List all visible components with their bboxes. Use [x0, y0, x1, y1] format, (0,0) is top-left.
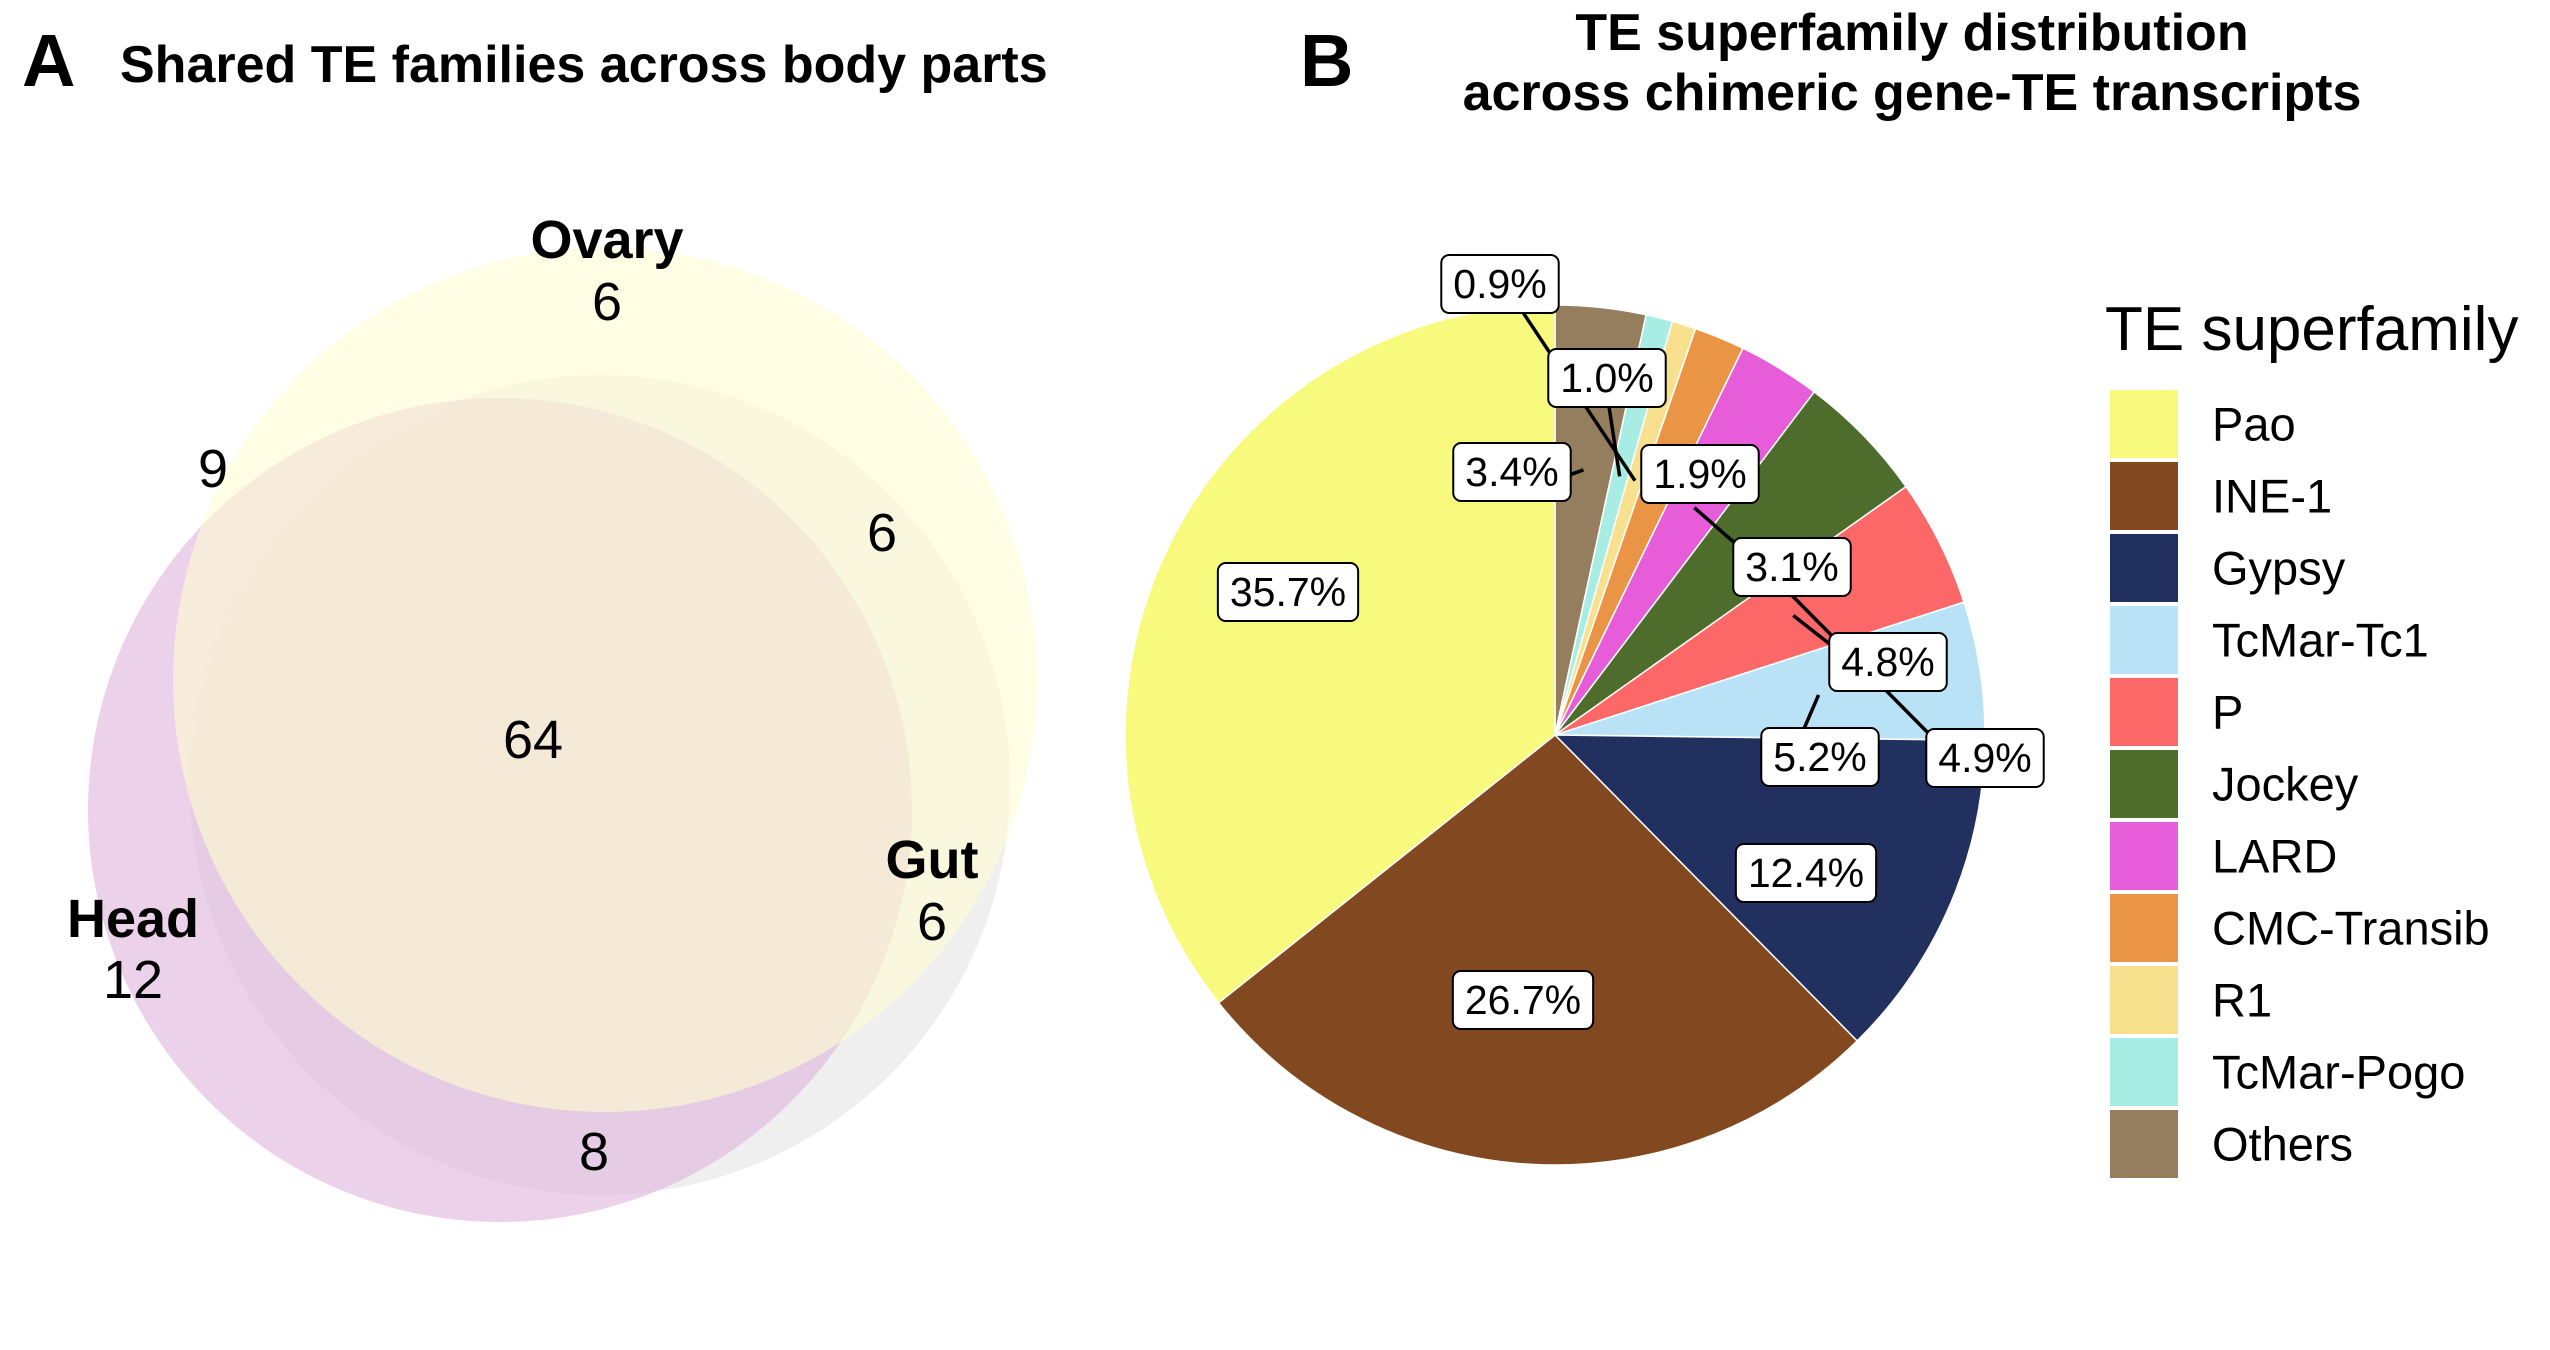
- legend-item-gypsy: Gypsy: [2110, 534, 2346, 602]
- legend-swatch-r1: [2110, 966, 2178, 1034]
- panel-b-letter: B: [1300, 19, 1353, 102]
- pie-label-box-cmc-transib: [1640, 444, 1760, 504]
- venn-label-ovary: Ovary: [530, 210, 683, 270]
- venn-count-gut-only: 6: [917, 892, 947, 952]
- legend-swatch-tcmar-pogo: [2110, 1038, 2178, 1106]
- panel-b: B TE superfamily distribution across chi…: [1124, 4, 2518, 1178]
- legend-label-ine-1: INE-1: [2212, 470, 2332, 523]
- legend-swatch-pao: [2110, 390, 2178, 458]
- panel-a: A Shared TE families across body parts O…: [22, 19, 1048, 1222]
- pie-label-box-gypsy: [1734, 843, 1878, 903]
- venn-count-head-only: 12: [103, 950, 163, 1010]
- pie-label-box-p: [1828, 632, 1948, 692]
- legend-label-cmc-transib: CMC-Transib: [2212, 902, 2490, 955]
- pie-label-text-pao: 35.7%: [1230, 569, 1346, 615]
- pie-label-jockey: 4.9%: [1925, 728, 2045, 788]
- pie-label-box-others: [1452, 442, 1572, 502]
- pie-label-text-tcmar-tc1: 5.2%: [1773, 734, 1866, 780]
- pie-slice-ine-1: [1217, 733, 1859, 1166]
- venn-label-head: Head: [67, 889, 199, 949]
- pie-label-box-lard: [1732, 537, 1852, 597]
- pie-label-cmc-transib: 1.9%: [1640, 444, 1760, 504]
- venn-count-ovary-gut: 6: [867, 503, 897, 563]
- venn-count-head-gut: 8: [579, 1122, 609, 1182]
- legend-swatch-cmc-transib: [2110, 894, 2178, 962]
- legend-label-tcmar-pogo: TcMar-Pogo: [2212, 1046, 2465, 1099]
- venn-label-gut: Gut: [886, 830, 979, 890]
- legend-title: TE superfamily: [2105, 295, 2518, 364]
- venn-count-all-three: 64: [503, 710, 563, 770]
- legend-label-gypsy: Gypsy: [2212, 542, 2346, 595]
- venn-count-ovary-only: 6: [592, 272, 622, 332]
- pie-label-box-jockey: [1925, 728, 2045, 788]
- venn-circle-ovary: [173, 248, 1037, 1112]
- pie-label-text-p: 4.8%: [1841, 639, 1934, 685]
- legend-item-jockey: Jockey: [2110, 750, 2359, 818]
- legend-item-tcmar-pogo: TcMar-Pogo: [2110, 1038, 2465, 1106]
- pie-label-box-tcmar-tc1: [1760, 727, 1880, 787]
- legend-label-r1: R1: [2212, 974, 2272, 1027]
- legend-swatch-gypsy: [2110, 534, 2178, 602]
- pie-label-text-r1: 0.9%: [1453, 261, 1546, 307]
- legend-swatch-ine-1: [2110, 462, 2178, 530]
- pie-label-tcmar-tc1: 5.2%: [1760, 727, 1880, 787]
- legend: Pao INE-1 Gypsy TcMar-Tc1 P Jockey LARD CMC-Tra…: [2110, 390, 2490, 1178]
- pie-label-text-others: 3.4%: [1465, 449, 1558, 495]
- pie-label-text-lard: 3.1%: [1745, 544, 1838, 590]
- pie-label-pao: 35.7%: [1216, 562, 1360, 622]
- pie-label-text-ine-1: 26.7%: [1465, 977, 1581, 1023]
- legend-item-p: P: [2110, 678, 2243, 746]
- legend-item-tcmar-tc1: TcMar-Tc1: [2110, 606, 2429, 674]
- pie-label-others: 3.4%: [1452, 442, 1572, 502]
- pie-label-ine-1: 26.7%: [1451, 970, 1595, 1030]
- legend-swatch-tcmar-tc1: [2110, 606, 2178, 674]
- legend-label-others: Others: [2212, 1118, 2353, 1171]
- legend-label-tcmar-tc1: TcMar-Tc1: [2212, 614, 2429, 667]
- legend-label-pao: Pao: [2212, 398, 2296, 451]
- legend-label-jockey: Jockey: [2212, 758, 2359, 811]
- legend-item-ine-1: INE-1: [2110, 462, 2332, 530]
- pie-leader-tcmar-pogo: [1606, 399, 1622, 477]
- panel-a-title: Shared TE families across body parts: [120, 36, 1048, 94]
- pie-label-r1: 0.9%: [1440, 254, 1560, 314]
- legend-swatch-others: [2110, 1110, 2178, 1178]
- venn-count-ovary-head: 9: [198, 439, 228, 499]
- pie-label-gypsy: 12.4%: [1734, 843, 1878, 903]
- pie-slice-pao: [1124, 304, 1556, 1004]
- legend-swatch-lard: [2110, 822, 2178, 890]
- panel-b-title-line2: across chimeric gene-TE transcripts: [1463, 64, 2362, 122]
- legend-item-others: Others: [2110, 1110, 2353, 1178]
- pie-label-p: 4.8%: [1828, 632, 1948, 692]
- legend-swatch-jockey: [2110, 750, 2178, 818]
- legend-label-lard: LARD: [2212, 830, 2337, 883]
- pie-label-tcmar-pogo: 1.0%: [1547, 348, 1667, 408]
- pie-label-box-pao: [1216, 562, 1360, 622]
- pie-label-box-r1: [1440, 254, 1560, 314]
- pie-label-text-gypsy: 12.4%: [1748, 850, 1864, 896]
- pie-labels: 3.4% 1.0% 0.9% 1.9% 3.1% 4.9% 4.8% 5.2% 12.4% 26.…: [1216, 254, 2045, 1030]
- pie-label-text-jockey: 4.9%: [1938, 735, 2031, 781]
- legend-label-p: P: [2212, 686, 2243, 739]
- pie-label-text-cmc-transib: 1.9%: [1653, 451, 1746, 497]
- legend-swatch-p: [2110, 678, 2178, 746]
- pie-label-text-tcmar-pogo: 1.0%: [1560, 355, 1653, 401]
- legend-item-pao: Pao: [2110, 390, 2296, 458]
- legend-item-cmc-transib: CMC-Transib: [2110, 894, 2490, 962]
- panel-a-letter: A: [22, 19, 75, 102]
- pie-label-box-tcmar-pogo: [1547, 348, 1667, 408]
- legend-item-r1: R1: [2110, 966, 2272, 1034]
- pie-label-box-ine-1: [1451, 970, 1595, 1030]
- legend-item-lard: LARD: [2110, 822, 2337, 890]
- pie-label-lard: 3.1%: [1732, 537, 1852, 597]
- panel-b-title-line1: TE superfamily distribution: [1575, 4, 2248, 62]
